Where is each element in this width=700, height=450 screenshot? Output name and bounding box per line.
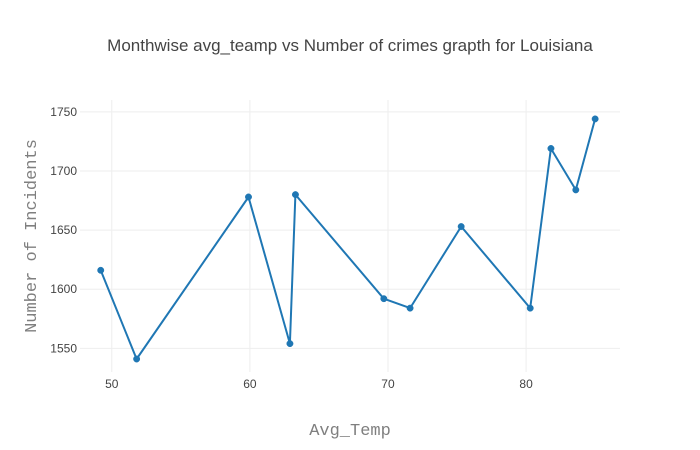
data-point[interactable] — [97, 266, 105, 274]
x-axis-title: Avg_Temp — [309, 422, 391, 441]
x-tick-label: 80 — [519, 377, 533, 391]
series-line — [99, 118, 597, 360]
series — [97, 115, 599, 363]
y-tick-label: 1650 — [50, 223, 77, 237]
y-tick-label: 1550 — [50, 341, 77, 355]
x-tick-label: 70 — [381, 377, 395, 391]
gridlines — [80, 100, 620, 372]
data-point[interactable] — [547, 145, 555, 152]
data-point[interactable] — [591, 115, 599, 123]
data-point[interactable] — [286, 340, 294, 348]
data-point[interactable] — [133, 355, 141, 363]
y-tick-label: 1750 — [50, 105, 77, 119]
data-point[interactable] — [526, 304, 534, 312]
chart-title: Monthwise avg_teamp vs Number of crimes … — [107, 36, 593, 55]
data-point[interactable] — [291, 191, 299, 199]
x-tick-label: 50 — [105, 377, 119, 391]
x-tick-label: 60 — [243, 377, 257, 391]
y-tick-label: 1600 — [50, 282, 77, 296]
data-point[interactable] — [380, 295, 388, 303]
data-point[interactable] — [572, 186, 580, 194]
data-point[interactable] — [245, 193, 252, 201]
data-point[interactable] — [406, 304, 414, 312]
y-tick-label: 1700 — [50, 164, 77, 178]
y-axis-title: Number of Incidents — [23, 139, 42, 333]
tick-labels: 50 60 70 80 1550 1600 1650 1700 1750 — [50, 105, 533, 391]
data-point[interactable] — [457, 223, 465, 230]
